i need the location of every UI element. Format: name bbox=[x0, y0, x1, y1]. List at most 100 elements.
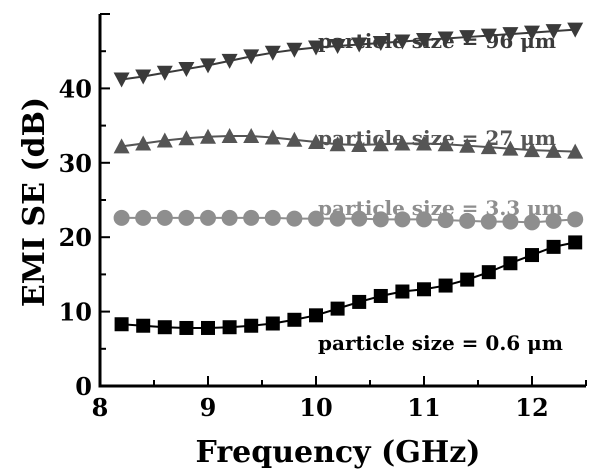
data-point-triangle-down bbox=[545, 24, 562, 40]
data-point-triangle-down bbox=[308, 40, 324, 56]
data-point-square bbox=[460, 272, 475, 287]
data-point-triangle-down bbox=[394, 34, 411, 50]
data-point-square bbox=[525, 248, 539, 263]
data-point-circle bbox=[243, 209, 260, 226]
y-tick-label: 30 bbox=[59, 149, 92, 178]
data-point-circle bbox=[437, 212, 454, 229]
x-tick-label: 10 bbox=[299, 393, 332, 422]
x-axis-label: Frequency (GHz) bbox=[196, 435, 481, 470]
plot-area bbox=[121, 28, 576, 329]
data-point-circle bbox=[502, 213, 519, 230]
data-point-triangle-down bbox=[416, 33, 432, 49]
x-tick-label: 9 bbox=[200, 393, 217, 422]
data-point-circle bbox=[221, 209, 238, 226]
data-point-circle bbox=[113, 209, 130, 226]
data-point-circle bbox=[329, 210, 346, 227]
y-tick-label: 20 bbox=[59, 223, 92, 252]
data-point-triangle-down bbox=[372, 36, 389, 52]
data-point-circle bbox=[156, 209, 173, 226]
data-point-triangle-down bbox=[502, 27, 519, 43]
data-point-triangle-up bbox=[156, 132, 173, 148]
data-point-square bbox=[179, 320, 194, 335]
data-point-square bbox=[136, 318, 151, 333]
data-point-square bbox=[244, 318, 259, 333]
data-point-circle bbox=[394, 211, 411, 228]
data-point-triangle-down bbox=[459, 30, 476, 46]
data-point-circle bbox=[416, 211, 432, 228]
data-point-triangle-up bbox=[200, 128, 216, 144]
data-point-triangle-up bbox=[416, 135, 432, 151]
data-point-triangle-up bbox=[394, 135, 411, 151]
data-point-triangle-up bbox=[178, 130, 195, 146]
data-point-triangle-down bbox=[567, 22, 584, 38]
data-point-circle bbox=[372, 211, 389, 228]
series-line bbox=[121, 28, 576, 81]
series-line bbox=[121, 241, 576, 329]
data-point-circle bbox=[286, 210, 303, 227]
data-point-square bbox=[481, 265, 496, 280]
data-point-triangle-up bbox=[221, 128, 238, 144]
y-tick-label: 0 bbox=[75, 372, 92, 401]
data-point-square bbox=[287, 312, 302, 327]
data-point-square bbox=[503, 256, 518, 271]
data-point-circle bbox=[178, 209, 195, 226]
data-point-triangle-up bbox=[329, 136, 346, 152]
data-point-square bbox=[309, 308, 323, 323]
data-point-triangle-up bbox=[567, 143, 584, 159]
data-point-triangle-up bbox=[264, 129, 281, 145]
x-tick-label: 8 bbox=[92, 393, 109, 422]
data-point-square bbox=[417, 282, 431, 297]
data-point-square bbox=[568, 235, 583, 250]
data-point-triangle-up bbox=[502, 140, 519, 156]
x-tick-label: 11 bbox=[407, 393, 440, 422]
data-point-triangle-down bbox=[200, 58, 216, 74]
data-point-triangle-up bbox=[545, 142, 562, 158]
data-point-triangle-up bbox=[524, 142, 540, 158]
data-point-triangle-up bbox=[113, 138, 130, 154]
data-point-triangle-down bbox=[113, 72, 130, 88]
data-point-triangle-down bbox=[329, 38, 346, 54]
data-point-square bbox=[395, 284, 410, 299]
data-point-triangle-up bbox=[372, 136, 389, 152]
data-point-triangle-down bbox=[221, 53, 238, 69]
data-point-triangle-up bbox=[308, 133, 324, 149]
data-point-circle bbox=[524, 214, 540, 231]
data-point-triangle-up bbox=[351, 136, 368, 152]
data-point-square bbox=[330, 301, 345, 316]
data-point-triangle-up bbox=[459, 137, 476, 153]
data-point-triangle-up bbox=[135, 135, 152, 151]
data-point-triangle-down bbox=[264, 45, 281, 61]
data-point-circle bbox=[135, 209, 152, 226]
data-point-circle bbox=[200, 209, 216, 226]
data-point-triangle-down bbox=[243, 49, 260, 65]
data-point-square bbox=[201, 320, 215, 335]
data-point-triangle-down bbox=[178, 62, 195, 78]
data-point-triangle-up bbox=[243, 128, 260, 144]
data-point-circle bbox=[459, 212, 476, 229]
data-point-triangle-down bbox=[135, 69, 152, 85]
data-point-triangle-up bbox=[286, 131, 303, 147]
data-point-circle bbox=[567, 211, 584, 228]
series-label: particle size = 27 μm bbox=[318, 126, 556, 150]
data-point-square bbox=[373, 288, 388, 303]
data-point-circle bbox=[351, 210, 368, 227]
data-point-triangle-down bbox=[156, 65, 173, 81]
data-point-square bbox=[265, 316, 280, 331]
data-point-triangle-down bbox=[524, 25, 540, 41]
x-tick-label: 12 bbox=[515, 393, 548, 422]
data-point-triangle-down bbox=[480, 28, 497, 44]
series-line bbox=[121, 135, 576, 153]
data-point-triangle-up bbox=[480, 139, 497, 155]
data-point-square bbox=[438, 278, 453, 293]
data-point-triangle-up bbox=[437, 136, 454, 152]
data-point-circle bbox=[480, 213, 497, 230]
data-point-triangle-down bbox=[437, 31, 454, 47]
data-point-circle bbox=[308, 210, 324, 227]
data-point-square bbox=[352, 294, 367, 309]
data-point-square bbox=[157, 320, 172, 335]
y-axis-label: EMI SE (dB) bbox=[17, 97, 52, 307]
axes: 8 9 10 11 12 0 10 20 30 40 bbox=[59, 13, 587, 422]
data-point-triangle-down bbox=[351, 37, 368, 53]
data-markers bbox=[113, 22, 584, 335]
